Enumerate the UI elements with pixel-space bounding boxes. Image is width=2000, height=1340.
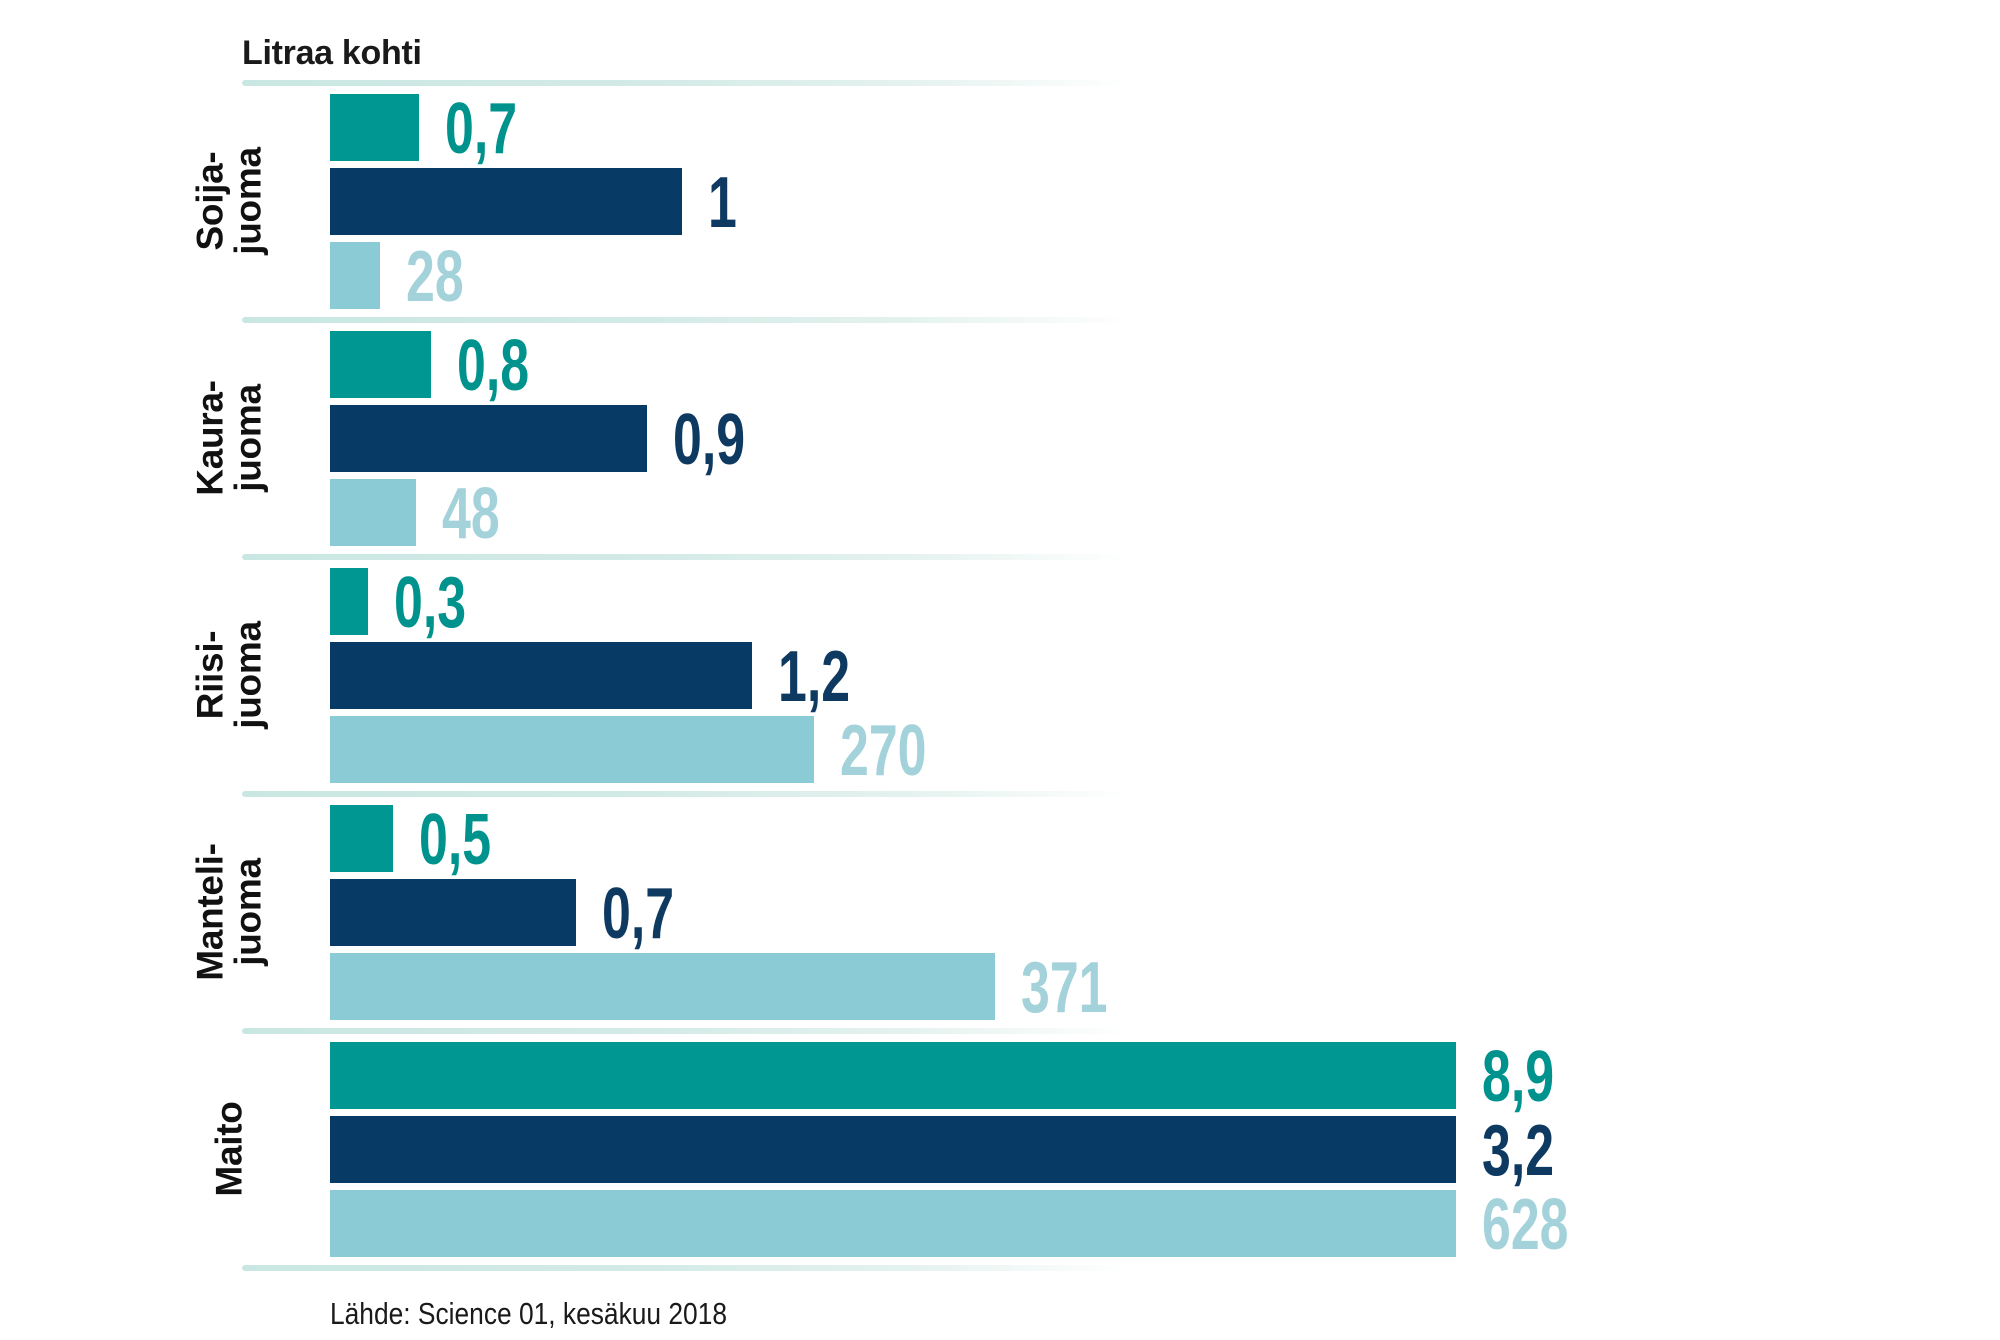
bar-kaura-juoma-navy (330, 405, 647, 472)
bar-value-riisi-juoma-teal: 0,3 (394, 563, 467, 643)
bar-value-kaura-juoma-light-blue: 48 (442, 474, 500, 554)
bar-maito-light-blue (330, 1190, 1456, 1257)
category-label-maito: Maito (175, 1042, 285, 1257)
bar-value-manteli-juoma-light-blue: 371 (1021, 948, 1108, 1028)
bar-manteli-juoma-light-blue (330, 953, 995, 1020)
bar-value-soija-juoma-navy: 1 (708, 163, 737, 243)
bar-riisi-juoma-light-blue (330, 716, 814, 783)
bar-value-kaura-juoma-teal: 0,8 (457, 326, 530, 406)
bar-value-maito-navy: 3,2 (1482, 1111, 1555, 1191)
category-label-line: Maito (208, 1101, 250, 1197)
bar-riisi-juoma-navy (330, 642, 752, 709)
category-label-soija-juoma: Soija-juoma (175, 94, 285, 309)
category-label-line: Soija- (189, 151, 231, 251)
bar-riisi-juoma-teal (330, 568, 368, 635)
bar-kaura-juoma-light-blue (330, 479, 416, 546)
category-label-line: Kaura- (189, 380, 231, 496)
bar-soija-juoma-teal (330, 94, 419, 161)
category-label-kaura-juoma: Kaura-juoma (175, 331, 285, 546)
chart-title: Litraa kohti (242, 34, 422, 72)
bar-value-riisi-juoma-light-blue: 270 (840, 711, 927, 791)
bar-soija-juoma-light-blue (330, 242, 380, 309)
bar-maito-navy (330, 1116, 1456, 1183)
bar-maito-teal (330, 1042, 1456, 1109)
category-label-manteli-juoma: Manteli-juoma (175, 805, 285, 1020)
category-label-line: juoma (227, 858, 269, 966)
category-label-line: juoma (227, 621, 269, 729)
category-label-line: Riisi- (189, 630, 231, 720)
source-caption: Lähde: Science 01, kesäkuu 2018 (330, 1296, 728, 1331)
bar-value-riisi-juoma-navy: 1,2 (778, 637, 851, 717)
category-label-line: juoma (227, 384, 269, 492)
bar-value-manteli-juoma-navy: 0,7 (602, 874, 675, 954)
separator-line (242, 1265, 1130, 1271)
bar-kaura-juoma-teal (330, 331, 431, 398)
bar-value-maito-light-blue: 628 (1482, 1185, 1569, 1265)
category-label-line: juoma (227, 147, 269, 255)
bar-value-maito-teal: 8,9 (1482, 1037, 1555, 1117)
category-label-riisi-juoma: Riisi-juoma (175, 568, 285, 783)
separator-line (242, 791, 1130, 797)
bar-value-kaura-juoma-navy: 0,9 (673, 400, 746, 480)
bar-value-soija-juoma-light-blue: 28 (406, 237, 464, 317)
separator-line (242, 80, 1130, 86)
separator-line (242, 1028, 1130, 1034)
bar-value-soija-juoma-teal: 0,7 (445, 89, 518, 169)
bar-soija-juoma-navy (330, 168, 682, 235)
category-label-line: Manteli- (189, 843, 231, 981)
bar-value-manteli-juoma-teal: 0,5 (419, 800, 492, 880)
separator-line (242, 317, 1130, 323)
bar-manteli-juoma-navy (330, 879, 576, 946)
separator-line (242, 554, 1130, 560)
bar-manteli-juoma-teal (330, 805, 393, 872)
